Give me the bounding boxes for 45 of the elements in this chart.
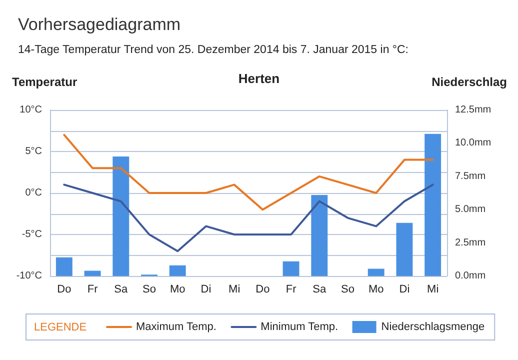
y-tick-label: 5°C	[25, 146, 42, 157]
x-tick-label: Di	[399, 284, 410, 296]
x-tick-label: So	[142, 284, 156, 296]
x-tick-label: Fr	[87, 284, 98, 296]
x-tick-label: Mo	[368, 284, 384, 296]
bar	[56, 257, 72, 276]
line-series	[63, 134, 434, 211]
bar	[311, 194, 328, 276]
x-tick-label: Di	[200, 284, 212, 296]
y-axis-title: Temperatur	[12, 75, 78, 89]
legend-label: Niederschlagsmenge	[381, 321, 485, 333]
bar	[112, 156, 130, 276]
y2-tick-label: 5.0mm	[455, 204, 486, 216]
y-tick-label: -5°C	[22, 229, 42, 240]
y2-tick-label: 10.0mm	[455, 138, 492, 149]
y-tick-label: 0°C	[25, 188, 42, 198]
x-tick-label: Sa	[114, 284, 128, 296]
x-tick-label: Mi	[228, 284, 240, 296]
x-tick-label: Sa	[312, 284, 327, 296]
x-tick-label: Do	[256, 284, 270, 296]
x-tick-label: Do	[57, 284, 72, 296]
y-tick-label: 10°C	[20, 104, 42, 116]
x-tick-label: Fr	[286, 284, 297, 296]
line-series	[63, 184, 434, 252]
y2-tick-label: 2.5mm	[455, 237, 486, 248]
legend-label: Maximum Temp.	[136, 321, 216, 333]
bar	[424, 134, 442, 276]
bar	[396, 222, 413, 276]
legend-label: Minimum Temp.	[260, 321, 338, 333]
x-tick-label: So	[341, 284, 354, 296]
x-tick-label: Mo	[170, 284, 186, 296]
bar	[84, 270, 101, 276]
bar	[282, 261, 300, 276]
bar	[368, 268, 384, 276]
text: Herten	[238, 71, 280, 86]
chart-subtitle: 14-Tage Temperatur Trend von 25. Dezember 2014 bis 7. Januar 2015 in °C:	[18, 44, 409, 56]
y2-tick-label: 12.5mm	[455, 104, 492, 116]
x-tick-label: Mi	[427, 284, 439, 296]
y2-tick-label: 7.5mm	[455, 170, 486, 182]
legend-title: LEGENDE	[34, 322, 87, 334]
y2-axis-title: Niederschlag	[432, 75, 507, 89]
chart-title: Vorhersagediagramm	[18, 15, 181, 34]
bar	[169, 265, 186, 276]
y-tick-label: -10°C	[16, 270, 42, 282]
y2-tick-label: 0.0mm	[455, 270, 486, 282]
